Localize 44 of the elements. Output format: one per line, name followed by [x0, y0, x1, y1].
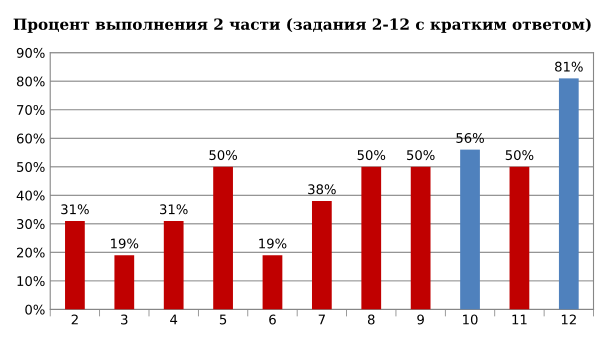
data-label: 50%	[506, 150, 534, 160]
x-tick-label: 9	[417, 314, 424, 324]
y-tick-label: 10%	[17, 276, 45, 286]
data-label: 19%	[259, 238, 286, 248]
x-tick-label: 12	[562, 314, 576, 324]
y-tick-label: 0%	[25, 304, 45, 315]
y-tick-label: 80%	[16, 76, 45, 86]
y-tick-label: 70%	[17, 104, 45, 115]
bar	[164, 220, 184, 310]
y-tick-label: 50%	[17, 162, 45, 172]
data-label: 31%	[61, 204, 89, 214]
bar	[65, 220, 85, 310]
data-label: 50%	[209, 150, 238, 160]
bar	[410, 166, 431, 310]
x-tick-label: 4	[170, 314, 178, 324]
y-tick-label: 20%	[16, 248, 45, 258]
x-tick-label: 3	[121, 314, 128, 324]
x-tick-label: 7	[318, 314, 325, 324]
y-tick-label: 40%	[16, 190, 45, 201]
x-tick-label: 11	[512, 314, 527, 324]
bar	[558, 78, 579, 310]
data-label: 31%	[160, 204, 188, 214]
data-label: 38%	[308, 184, 336, 194]
data-label: 81%	[555, 62, 583, 72]
y-tick-label: 60%	[16, 133, 45, 144]
bar	[510, 166, 530, 310]
bar	[213, 166, 233, 310]
data-label: 56%	[456, 132, 484, 143]
y-tick-label: 30%	[17, 219, 45, 230]
data-label: 50%	[358, 150, 386, 160]
data-label: 19%	[111, 238, 138, 248]
bar	[262, 255, 282, 310]
x-tick-label: 8	[368, 314, 375, 324]
x-tick-label: 6	[269, 314, 276, 324]
x-tick-label: 5	[220, 314, 226, 324]
x-tick-label: 2	[72, 314, 78, 324]
chart-title: Процент выполнения 2 части (задания 2-12 с кратким ответом)	[14, 18, 591, 33]
bar	[114, 255, 134, 310]
data-label: 50%	[406, 150, 435, 160]
bar	[460, 150, 480, 310]
bar	[312, 201, 332, 310]
y-tick-label: 90%	[16, 48, 45, 58]
x-tick-label: 10	[463, 314, 478, 324]
bar	[361, 166, 382, 310]
